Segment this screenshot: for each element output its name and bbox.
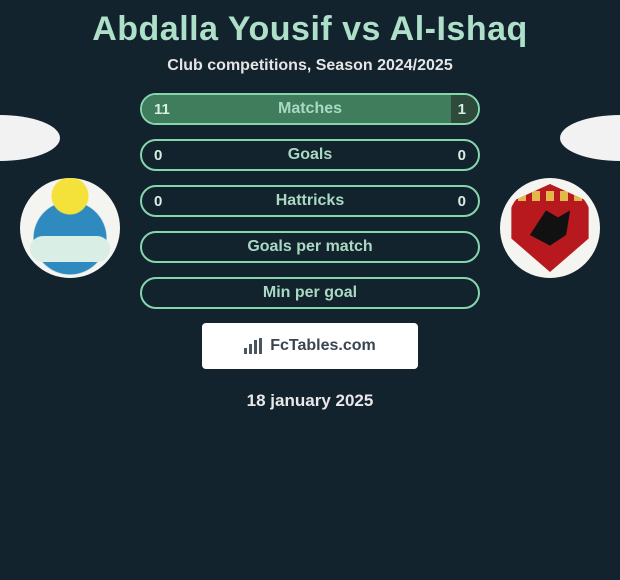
player-silhouette-right xyxy=(560,115,620,161)
page-subtitle: Club competitions, Season 2024/2025 xyxy=(0,51,620,93)
stat-value-left: 0 xyxy=(142,187,174,215)
page-title: Abdalla Yousif vs Al-Ishaq xyxy=(0,0,620,51)
stat-bar: 0 0 Hattricks xyxy=(140,185,480,217)
bar-chart-icon xyxy=(244,338,264,354)
stat-label: Matches xyxy=(278,100,342,118)
stat-label: Goals xyxy=(288,146,332,164)
stat-label: Goals per match xyxy=(247,238,372,256)
stat-value-left: 11 xyxy=(142,95,182,123)
stat-bar: Goals per match xyxy=(140,231,480,263)
date-text: 18 january 2025 xyxy=(0,391,620,411)
stat-value-right: 0 xyxy=(446,141,478,169)
stat-label: Hattricks xyxy=(276,192,344,210)
club-logo-left xyxy=(20,178,120,278)
stat-bar: Min per goal xyxy=(140,277,480,309)
stat-bar: 111Matches xyxy=(140,93,480,125)
stat-bar: 0 0 Goals xyxy=(140,139,480,171)
player-silhouette-left xyxy=(0,115,60,161)
club-logo-right xyxy=(500,178,600,278)
stat-label: Min per goal xyxy=(263,284,357,302)
brand-box[interactable]: FcTables.com xyxy=(202,323,418,369)
stat-bars: 111Matches00Goals00HattricksGoals per ma… xyxy=(140,93,480,309)
stat-value-left: 0 xyxy=(142,141,174,169)
brand-text: FcTables.com xyxy=(270,337,376,355)
stat-value-right: 0 xyxy=(446,187,478,215)
stat-value-right: 1 xyxy=(446,95,478,123)
